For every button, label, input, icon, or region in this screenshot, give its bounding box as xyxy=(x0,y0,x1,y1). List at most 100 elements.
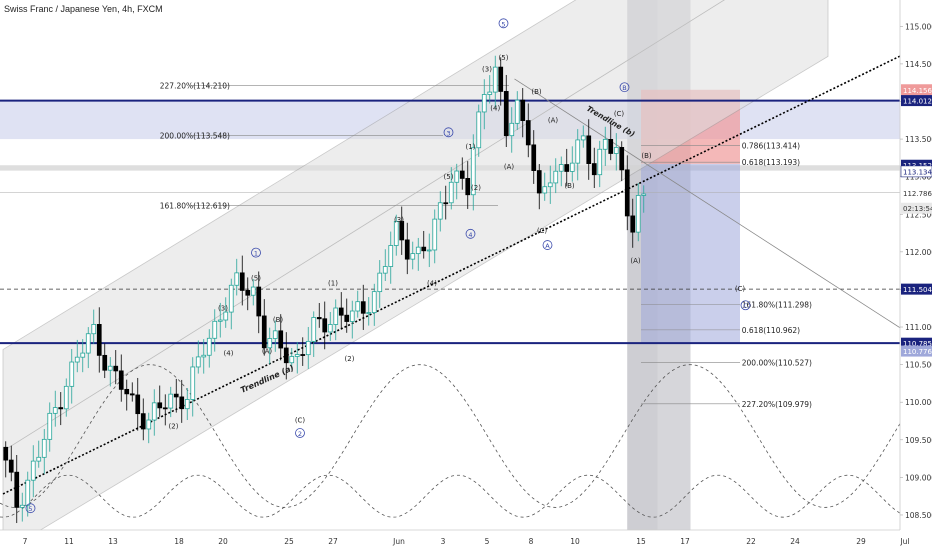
candle xyxy=(85,327,91,369)
wave-label-17: (2) xyxy=(345,355,355,363)
candle-body xyxy=(91,324,97,335)
candle-body xyxy=(129,393,135,396)
candle-body xyxy=(492,66,498,93)
wave-label-3: 3 xyxy=(446,129,450,137)
candle-body xyxy=(206,337,212,356)
candle xyxy=(195,340,201,374)
candle-body xyxy=(421,246,427,252)
candle-body xyxy=(624,169,630,217)
candle xyxy=(619,141,625,182)
candle-body xyxy=(366,312,372,314)
candle xyxy=(261,299,267,356)
candle xyxy=(217,302,223,338)
candle-body xyxy=(124,388,130,395)
price-tag-7 xyxy=(901,337,932,349)
candle xyxy=(179,379,185,423)
wave-circle-4 xyxy=(465,228,476,239)
wave-label-12: (B) xyxy=(273,316,284,324)
y-tick-label-8: 111.000 xyxy=(905,323,932,332)
candle xyxy=(388,231,394,284)
candle xyxy=(80,339,86,373)
candle xyxy=(201,339,207,374)
candle xyxy=(322,301,328,350)
candle xyxy=(135,377,141,431)
candle xyxy=(377,260,383,308)
price-tag-0 xyxy=(901,84,932,96)
price-tag-label-5: 02:13:54 xyxy=(903,205,932,213)
projection-box xyxy=(641,163,740,344)
candle xyxy=(503,74,509,147)
wave-label-34: (C) xyxy=(735,285,746,293)
candle-body xyxy=(311,317,317,342)
wave-label-26: (B) xyxy=(531,88,542,96)
y-tick-label-12: 109.000 xyxy=(905,473,932,482)
y-tick-label-10: 110.000 xyxy=(905,398,932,407)
price-tag-3 xyxy=(900,165,932,178)
candle xyxy=(19,492,25,522)
candle xyxy=(151,389,157,436)
candle xyxy=(624,155,630,231)
price-tag-label-6: 111.504 xyxy=(903,286,932,294)
candle xyxy=(283,332,289,380)
candle xyxy=(289,348,295,370)
candle-body xyxy=(520,99,526,121)
candle xyxy=(613,133,619,171)
candle xyxy=(635,182,641,242)
candle-body xyxy=(184,399,190,410)
candles xyxy=(3,55,647,524)
candle-body xyxy=(135,394,141,415)
y-tick-label-9: 110.500 xyxy=(905,361,932,370)
candle xyxy=(553,158,559,194)
candle xyxy=(316,303,322,328)
candle xyxy=(129,382,135,402)
candle-body xyxy=(602,138,608,150)
wave-label-29: (B) xyxy=(564,182,575,190)
x-tick-label-10: 8 xyxy=(529,537,534,546)
candle xyxy=(459,157,465,190)
candle-body xyxy=(36,456,42,462)
candle xyxy=(349,300,355,339)
fib-label-0: 227.20%(114.210) xyxy=(160,82,230,91)
wave-label-9: (5) xyxy=(251,274,261,282)
wave-label-7: B xyxy=(622,84,626,92)
wave-label-4: 4 xyxy=(468,231,472,239)
candle xyxy=(294,341,300,374)
candle-body xyxy=(30,460,36,481)
wave-circle-0 xyxy=(25,503,36,514)
candle-body xyxy=(613,147,619,154)
price-tag-label-1: 114.012 xyxy=(903,98,932,106)
candle-body xyxy=(476,111,482,149)
price-tag-8 xyxy=(901,345,932,357)
candle xyxy=(564,148,570,187)
candle xyxy=(580,125,586,148)
candle-body xyxy=(470,147,476,196)
x-tick-label-13: 17 xyxy=(680,537,690,546)
candle xyxy=(415,237,421,271)
candle-body xyxy=(503,91,509,137)
wave-label-0: 5 xyxy=(28,505,32,513)
candle-body xyxy=(498,66,504,92)
candle xyxy=(404,222,410,275)
candle xyxy=(487,75,493,104)
candle-body xyxy=(14,471,20,508)
candle xyxy=(223,297,229,328)
wave-label-6: A xyxy=(545,242,550,250)
candle-body xyxy=(283,347,289,364)
x-tick-label-2: 13 xyxy=(108,537,118,546)
candle-body xyxy=(52,407,58,414)
candle-body xyxy=(245,290,251,296)
wave-label-11: (4) xyxy=(224,350,234,358)
candle-body xyxy=(316,317,322,320)
fib-label-4: 0.618(113.193) xyxy=(742,158,800,167)
candle-body xyxy=(173,393,179,398)
candle xyxy=(272,320,278,352)
candle-body xyxy=(239,272,245,291)
candle-body xyxy=(25,479,31,506)
wave-circle-6 xyxy=(542,240,553,250)
y-axis-bg xyxy=(900,0,932,550)
candle-body xyxy=(162,407,168,410)
candle xyxy=(157,385,163,417)
candle-body xyxy=(393,221,399,246)
candle xyxy=(8,445,14,482)
